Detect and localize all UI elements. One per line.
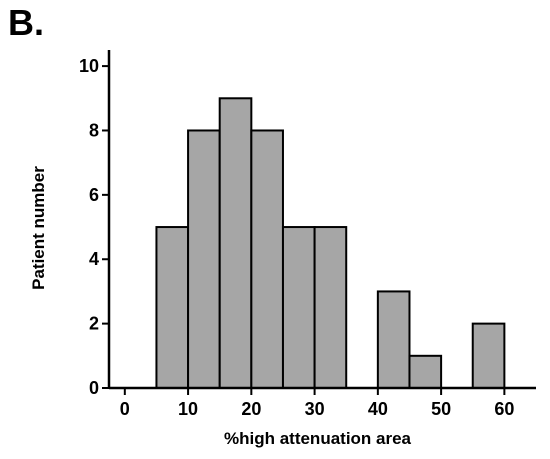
histogram-bar-7 [408, 354, 443, 389]
x-tick-label: 10 [178, 399, 198, 419]
x-tick-label: 30 [305, 399, 325, 419]
x-tick-label: 0 [120, 399, 130, 419]
histogram-bar-8 [471, 322, 506, 389]
panel-label: B. [8, 2, 44, 43]
x-tick-label: 20 [241, 399, 261, 419]
y-tick-label: 4 [89, 249, 99, 269]
histogram-bar-2 [218, 97, 253, 390]
y-axis-title: Patient number [29, 166, 48, 290]
histogram-bar-3 [250, 129, 284, 389]
y-tick-label: 10 [79, 56, 99, 76]
axes-group [107, 50, 536, 390]
x-axis-title: %high attenuation area [224, 429, 412, 448]
histogram-bar-5 [313, 226, 348, 389]
y-tick-label: 2 [89, 314, 99, 334]
x-tick-label: 50 [431, 399, 451, 419]
histogram-bar-1 [187, 129, 221, 389]
x-tick-label: 40 [368, 399, 388, 419]
bars-group [155, 97, 506, 390]
y-tick-label: 6 [89, 185, 99, 205]
x-tick-label: 60 [494, 399, 514, 419]
y-tick-label: 0 [89, 378, 99, 398]
ticks-group: 0 2 4 6 8 10 0 10 20 30 40 50 60 [79, 56, 514, 419]
y-tick-label: 8 [89, 120, 99, 140]
histogram-bar-6 [376, 290, 411, 389]
histogram-bar-4 [281, 226, 316, 389]
histogram-bar-0 [155, 226, 190, 389]
